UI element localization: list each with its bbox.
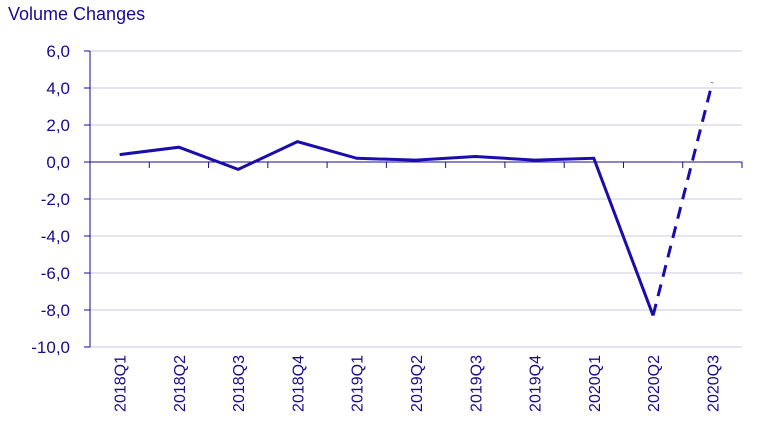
- x-tick-label: 2018Q2: [172, 355, 189, 412]
- x-tick-label: 2019Q4: [528, 355, 545, 412]
- y-tick-label: 6,0: [46, 42, 70, 61]
- y-axis-ticks: 6,0 4,0 2,0 0,0 -2,0 -4,0 -6,0 -8,0 -10,0: [31, 42, 70, 357]
- x-tick-label: 2019Q1: [350, 355, 367, 412]
- y-tick-label: 2,0: [46, 116, 70, 135]
- x-tick-label: 2019Q2: [409, 355, 426, 412]
- series: [119, 82, 714, 317]
- x-tick-label: 2020Q2: [646, 355, 663, 412]
- x-axis-ticks: 2018Q1 2018Q2 2018Q3 2018Q4 2019Q1 2019Q2 2019…: [113, 355, 723, 412]
- y-tick-label: -2,0: [41, 190, 70, 209]
- y-tick-label: -4,0: [41, 227, 70, 246]
- y-tick-label: 4,0: [46, 79, 70, 98]
- y-tick-label: -6,0: [41, 264, 70, 283]
- x-tick-label: 2020Q1: [587, 355, 604, 412]
- x-tick-label: 2019Q3: [468, 355, 485, 412]
- x-tick-label: 2018Q3: [231, 355, 248, 412]
- series-line-dashed: [651, 82, 714, 316]
- y-tick-label: 0,0: [46, 153, 70, 172]
- y-tick-label: -8,0: [41, 301, 70, 320]
- y-tick-label: -10,0: [31, 338, 70, 357]
- x-tick-label: 2018Q4: [290, 355, 307, 412]
- axes: [89, 51, 743, 347]
- series-line-solid: [119, 140, 655, 317]
- x-tick-label: 2020Q3: [705, 355, 722, 412]
- gridlines: [84, 50, 742, 348]
- x-tick-label: 2018Q1: [113, 355, 130, 412]
- chart-title: Volume Changes: [8, 4, 146, 24]
